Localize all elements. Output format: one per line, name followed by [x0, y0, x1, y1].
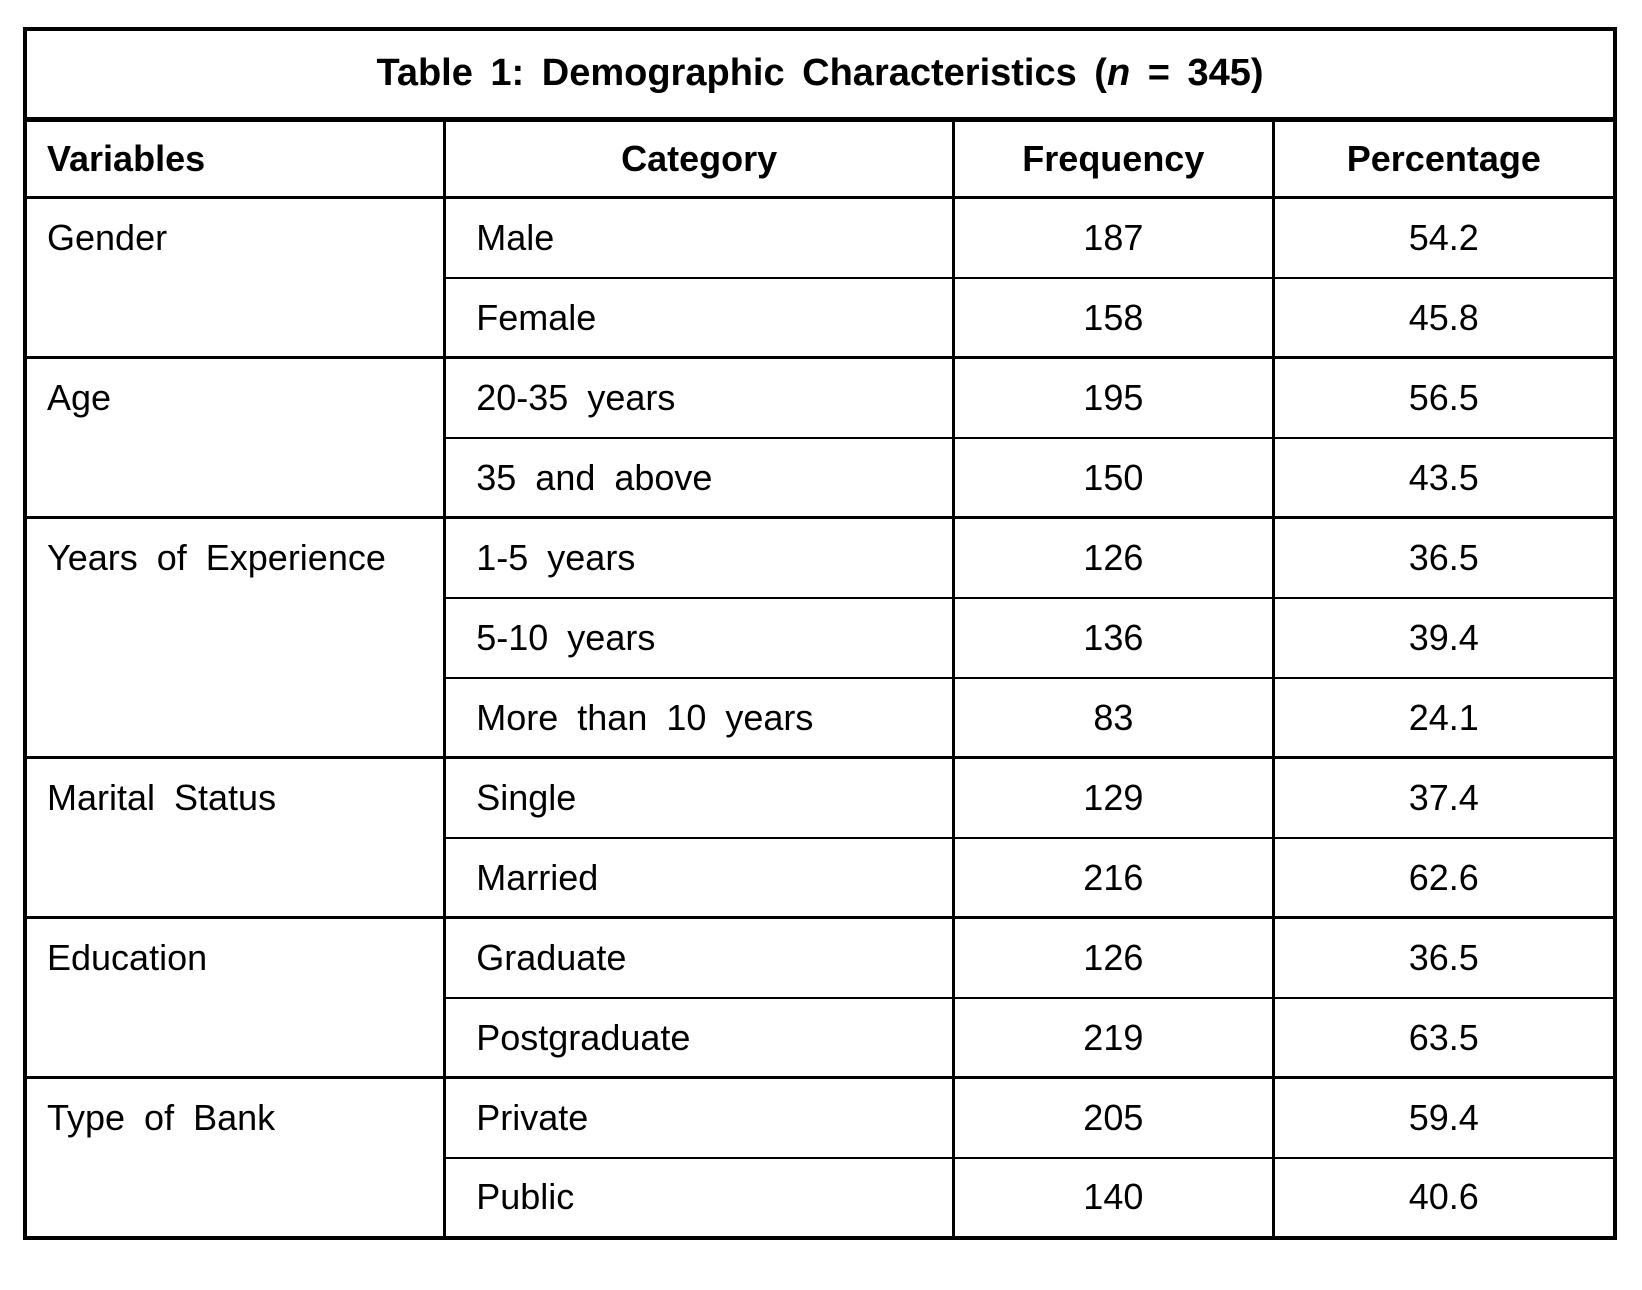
percentage-cell: 62.6 — [1271, 836, 1617, 919]
percentage-cell: 24.1 — [1271, 676, 1617, 759]
percentage-cell: 45.8 — [1271, 276, 1617, 359]
frequency-cell: 126 — [952, 516, 1275, 599]
frequency-cell: 129 — [952, 756, 1275, 839]
variable-cell: Marital Status — [23, 756, 447, 919]
variable-cell: Type of Bank — [23, 1076, 447, 1239]
column-header-variables: Variables — [23, 117, 447, 199]
percentage-cell: 39.4 — [1271, 596, 1617, 679]
table-row: Married 216 62.6 — [25, 836, 1617, 919]
group-age: Age 20-35 years 195 56.5 35 and above 15… — [23, 356, 1617, 519]
table-row: Public 140 40.6 — [25, 1156, 1617, 1239]
group-type-of-bank: Type of Bank Private 205 59.4 Public 140… — [23, 1076, 1617, 1239]
percentage-cell: 36.5 — [1271, 516, 1617, 599]
table-row: Type of Bank Private 205 59.4 — [23, 1076, 1617, 1239]
frequency-cell: 195 — [952, 356, 1275, 439]
title-text: Table 1: Demographic Characteristics ( — [376, 52, 1107, 95]
group-years-of-experience: Years of Experience 1-5 years 126 36.5 5… — [23, 516, 1617, 759]
frequency-cell: 136 — [952, 596, 1275, 679]
variable-cell: Education — [23, 916, 447, 1079]
title-n-italic: n — [1106, 52, 1131, 95]
frequency-cell: 150 — [952, 436, 1275, 519]
table-row: 5-10 years 136 39.4 — [25, 596, 1617, 679]
frequency-cell: 126 — [952, 916, 1275, 999]
category-cell: Single — [443, 756, 956, 839]
category-cell: Graduate — [443, 916, 956, 999]
column-header-percentage: Percentage — [1271, 117, 1617, 199]
table-row: Education Graduate 126 36.5 — [23, 916, 1617, 1079]
category-cell: Married — [443, 836, 956, 919]
variable-cell: Years of Experience — [23, 516, 447, 759]
frequency-cell: 216 — [952, 836, 1275, 919]
percentage-cell: 40.6 — [1271, 1156, 1617, 1239]
category-cell: Male — [443, 196, 956, 279]
percentage-cell: 63.5 — [1271, 996, 1617, 1079]
frequency-cell: 219 — [952, 996, 1275, 1079]
category-cell: Private — [443, 1076, 956, 1159]
category-cell: 20-35 years — [443, 356, 956, 439]
frequency-cell: 187 — [952, 196, 1275, 279]
percentage-cell: 37.4 — [1271, 756, 1617, 839]
table-title: Table 1: Demographic Characteristics (n … — [23, 28, 1617, 122]
percentage-cell: 43.5 — [1271, 436, 1617, 519]
title-row: Table 1: Demographic Characteristics (n … — [23, 28, 1617, 122]
percentage-cell: 36.5 — [1271, 916, 1617, 999]
header-row: Variables Category Frequency Percentage — [23, 117, 1617, 199]
title-suffix: = 345) — [1130, 52, 1264, 95]
percentage-cell: 56.5 — [1271, 356, 1617, 439]
table-row: Postgraduate 219 63.5 — [25, 996, 1617, 1079]
group-gender: Gender Male 187 54.2 Female 158 45.8 — [23, 196, 1617, 359]
table-row: Years of Experience 1-5 years 126 36.5 — [23, 516, 1617, 759]
category-cell: More than 10 years — [443, 676, 956, 759]
group-marital-status: Marital Status Single 129 37.4 Married 2… — [23, 756, 1617, 919]
table-row: Age 20-35 years 195 56.5 — [23, 356, 1617, 519]
category-cell: Public — [443, 1156, 956, 1239]
percentage-cell: 54.2 — [1271, 196, 1617, 279]
category-cell: Postgraduate — [443, 996, 956, 1079]
variable-cell: Gender — [23, 196, 447, 359]
frequency-cell: 205 — [952, 1076, 1275, 1159]
category-cell: 5-10 years — [443, 596, 956, 679]
category-cell: Female — [443, 276, 956, 359]
category-cell: 35 and above — [443, 436, 956, 519]
frequency-cell: 140 — [952, 1156, 1275, 1239]
table-row: More than 10 years 83 24.1 — [25, 676, 1617, 759]
demographics-table: Table 1: Demographic Characteristics (n … — [23, 27, 1617, 1240]
frequency-cell: 158 — [952, 276, 1275, 359]
table-row: Gender Male 187 54.2 — [23, 196, 1617, 359]
percentage-cell: 59.4 — [1271, 1076, 1617, 1159]
group-education: Education Graduate 126 36.5 Postgraduate… — [23, 916, 1617, 1079]
column-header-category: Category — [443, 117, 956, 199]
table-row: Female 158 45.8 — [25, 276, 1617, 359]
table-row: Marital Status Single 129 37.4 — [23, 756, 1617, 919]
category-cell: 1-5 years — [443, 516, 956, 599]
variable-cell: Age — [23, 356, 447, 519]
frequency-cell: 83 — [952, 676, 1275, 759]
table-row: 35 and above 150 43.5 — [25, 436, 1617, 519]
column-header-frequency: Frequency — [952, 117, 1275, 199]
